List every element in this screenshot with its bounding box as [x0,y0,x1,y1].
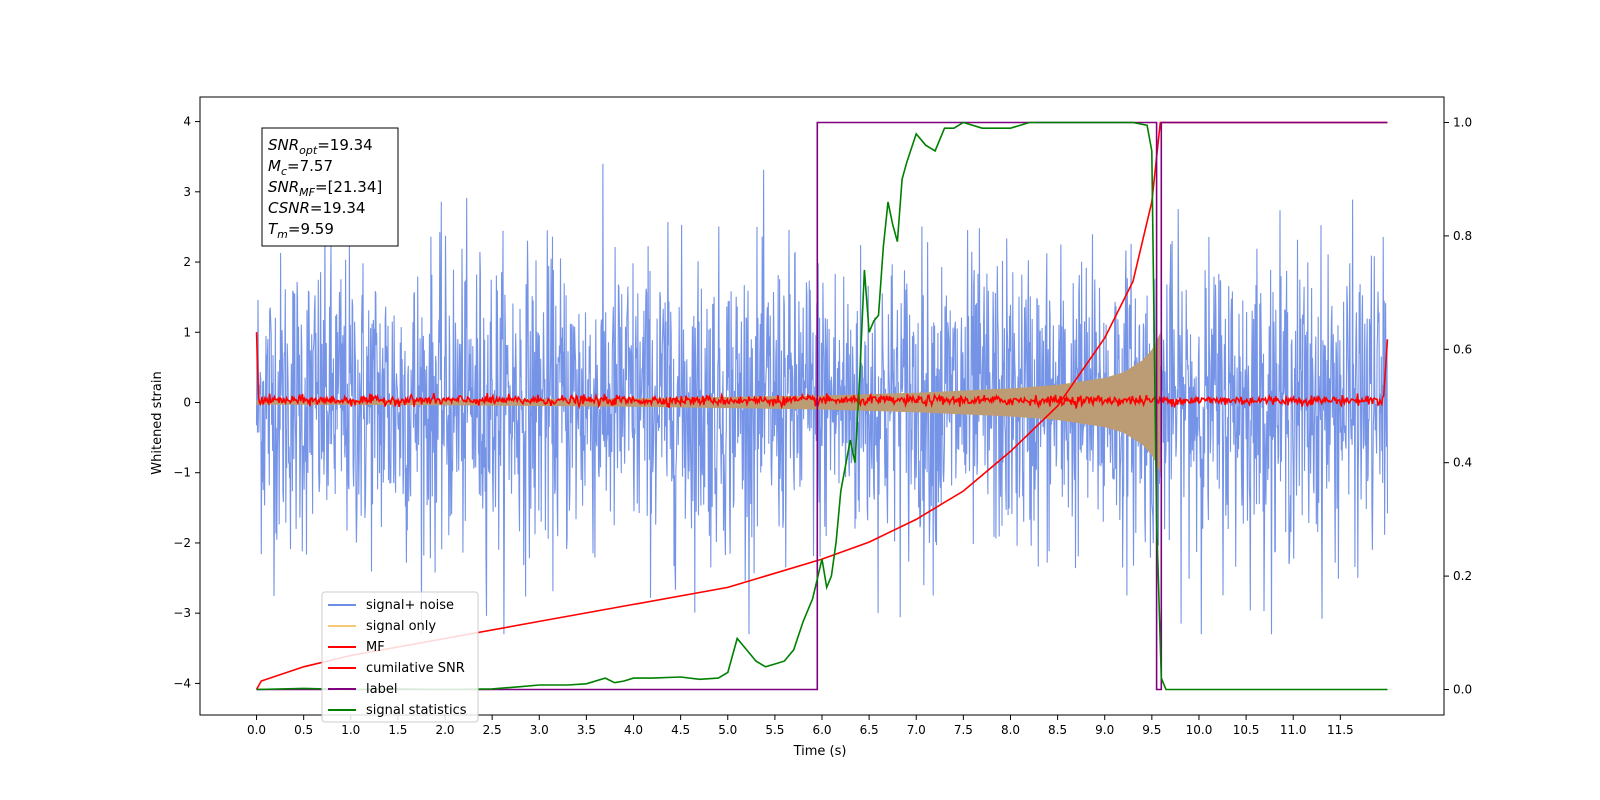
x-tick-label: 2.0 [435,723,454,737]
x-tick-label: 1.5 [388,723,407,737]
series-label [256,121,1388,691]
x-tick-label: 10.0 [1186,723,1213,737]
y-left-tick-label: −2 [173,536,191,550]
y-left-tick-label: 1 [183,325,191,339]
series-signal-noise [255,163,1389,635]
series-signal-statistics [256,121,1388,691]
series-signal-only [256,332,1161,473]
y-axis-label: Whitened strain [150,371,165,474]
legend-frame [321,591,479,723]
y-left-tick-label: −3 [173,606,191,620]
y-right-tick-label: 0.0 [1453,682,1472,696]
y-right-tick-label: 0.2 [1453,569,1472,583]
x-tick-label: 9.5 [1142,723,1161,737]
x-tick-label: 3.5 [577,723,596,737]
annotation-frame [261,127,399,247]
y-right-tick-label: 0.8 [1453,229,1472,243]
x-tick-label: 4.0 [624,723,643,737]
x-tick-label: 10.5 [1233,723,1260,737]
annotation-box: SNRopt=19.34Mc=7.57SNRMF=[21.34]CSNR=19.… [261,127,399,247]
series-mf [255,332,1389,410]
x-tick-label: 7.5 [954,723,973,737]
legend-label: MF [366,640,385,655]
x-tick-label: 9.0 [1095,723,1114,737]
legend-label: signal+ noise [366,598,454,613]
y-left-tick-label: 3 [183,185,191,199]
x-tick-label: 8.5 [1048,723,1067,737]
y-right-tick-label: 0.4 [1453,456,1472,470]
x-tick-label: 4.5 [671,723,690,737]
y-right-tick-label: 1.0 [1453,116,1472,130]
y-left-tick-label: 4 [183,115,191,129]
x-tick-label: 8.0 [1001,723,1020,737]
y-left-tick-label: 2 [183,255,191,269]
x-tick-label: 6.0 [812,723,831,737]
x-axis-label: Time (s) [793,744,847,759]
x-tick-label: 11.0 [1280,723,1307,737]
legend-label: cumilative SNR [366,661,465,676]
x-tick-label: 11.5 [1327,723,1354,737]
y-left-tick-label: −4 [173,676,191,690]
y-right-tick-label: 0.6 [1453,342,1472,356]
annotation-line: CSNR=19.34 [268,199,365,217]
annotation-line: SNRopt=19.34 [268,136,373,157]
x-tick-label: 5.0 [718,723,737,737]
y-left-tick-label: −1 [173,466,191,480]
annotation-line: Tm=9.59 [268,220,334,241]
x-tick-label: 0.0 [247,723,266,737]
legend: signal+ noise signal only MF cumilative SNR… [321,591,479,723]
x-tick-label: 6.5 [860,723,879,737]
x-tick-label: 1.0 [341,723,360,737]
legend-label: signal only [366,619,436,634]
x-tick-label: 7.0 [907,723,926,737]
x-tick-label: 5.5 [765,723,784,737]
x-tick-label: 3.0 [530,723,549,737]
x-tick-label: 2.5 [483,723,502,737]
annotation-line: SNRMF=[21.34] [268,178,382,199]
y-left-tick-label: 0 [183,395,191,409]
legend-label: label [366,682,397,697]
annotation-line: Mc=7.57 [268,157,333,178]
legend-label: signal statistics [366,703,467,718]
x-tick-label: 0.5 [294,723,313,737]
